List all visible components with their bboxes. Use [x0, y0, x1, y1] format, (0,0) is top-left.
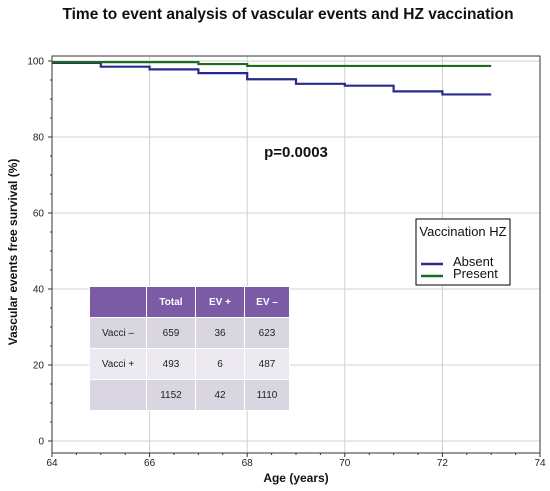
table-cell: 36: [195, 317, 245, 349]
table-cell: 659: [146, 317, 196, 349]
legend-title: Vaccination HZ: [419, 224, 506, 239]
table-cell: Vacci +: [89, 348, 147, 380]
legend-entry-present: Present: [453, 266, 498, 281]
table-header: EV +: [195, 286, 245, 318]
x-tick-label: 66: [144, 458, 156, 469]
chart-title: Time to event analysis of vascular event…: [62, 6, 513, 23]
series-line-absent: [52, 61, 492, 96]
table-cell: 6: [195, 348, 245, 380]
table-header: EV –: [244, 286, 290, 318]
axis-ticks: 64 66 68 70 72 74 0 20 40 60 80 100: [27, 57, 546, 470]
x-tick-label: 64: [46, 458, 58, 469]
y-tick-label: 20: [33, 361, 45, 372]
table-cell: Vacci –: [89, 317, 147, 349]
table-cell: 487: [244, 348, 290, 380]
table-cell: 42: [195, 379, 245, 411]
table-cell: 1110: [244, 379, 290, 411]
table-cell: 623: [244, 317, 290, 349]
x-tick-label: 70: [339, 458, 351, 469]
legend: Vaccination HZ Absent Present: [415, 218, 511, 286]
table-header: Total: [146, 286, 196, 318]
table-row: Vacci – 659 36 623: [89, 317, 290, 349]
x-tick-label: 74: [534, 458, 546, 469]
table-cell: [89, 379, 147, 411]
table-header-row: Total EV + EV –: [89, 286, 290, 318]
p-value-annotation: p=0.0003: [264, 144, 328, 161]
legend-entry-absent: Absent: [453, 254, 494, 269]
table-header: [89, 286, 147, 318]
series-line-present: [52, 61, 492, 68]
y-tick-label: 0: [38, 437, 44, 448]
table-cell: 493: [146, 348, 196, 380]
table-row: Vacci + 493 6 487: [89, 348, 290, 380]
x-tick-label: 72: [437, 458, 449, 469]
stats-table: Total EV + EV – Vacci – 659 36 623 Vacci…: [89, 286, 290, 411]
series-lines: [52, 61, 492, 96]
table-row: 1152 42 1110: [89, 379, 290, 411]
legend-box: [415, 218, 511, 286]
x-axis-label: Age (years): [263, 471, 328, 485]
y-axis-label: Vascular events free survival (%): [6, 159, 20, 346]
x-tick-label: 68: [242, 458, 254, 469]
y-tick-label: 100: [27, 57, 44, 68]
y-tick-label: 40: [33, 285, 45, 296]
y-tick-label: 60: [33, 209, 45, 220]
y-tick-label: 80: [33, 133, 45, 144]
table-cell: 1152: [146, 379, 196, 411]
